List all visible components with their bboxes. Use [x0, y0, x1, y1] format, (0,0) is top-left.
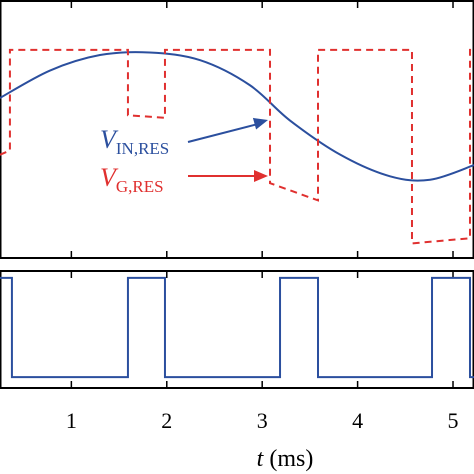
annotation-sub: IN,RES: [116, 139, 169, 158]
annotation-var: V: [100, 125, 119, 154]
annotation-sub: G,RES: [116, 177, 164, 196]
plot-frame: [0, 270, 474, 389]
annotation-arrow: [187, 123, 259, 143]
x-tick-label: 3: [257, 408, 268, 433]
x-label-var: t: [257, 446, 265, 472]
annotation: VIN,RES: [100, 125, 169, 158]
annotation: VG,RES: [100, 163, 164, 196]
arrow-head: [254, 170, 268, 182]
x-tick-label: 2: [161, 408, 172, 433]
arrow-head: [252, 117, 268, 130]
x-axis-label: t (ms): [257, 446, 314, 472]
annotation-var: V: [100, 163, 119, 192]
x-tick-label: 5: [448, 408, 459, 433]
x-label-unit: (ms): [269, 446, 313, 472]
series-line: [0, 48, 474, 245]
x-tick-label: 1: [66, 408, 77, 433]
x-tick-label: 4: [352, 408, 363, 433]
series-line: [0, 276, 474, 379]
series-line: [0, 51, 474, 182]
